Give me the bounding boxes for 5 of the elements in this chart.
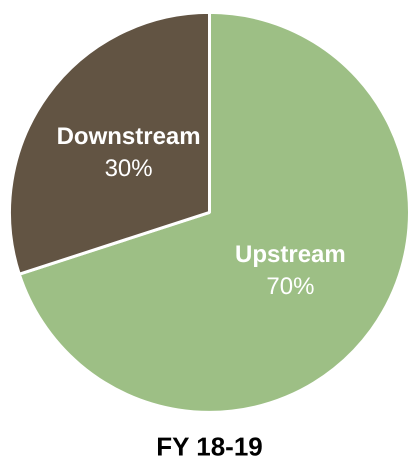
data-label: 70% xyxy=(266,272,314,300)
data-label: 30% xyxy=(104,155,153,182)
slice-label: Upstream xyxy=(235,240,346,268)
text: FY 18-19 xyxy=(156,432,263,462)
slice-label: Downstream xyxy=(56,123,201,150)
